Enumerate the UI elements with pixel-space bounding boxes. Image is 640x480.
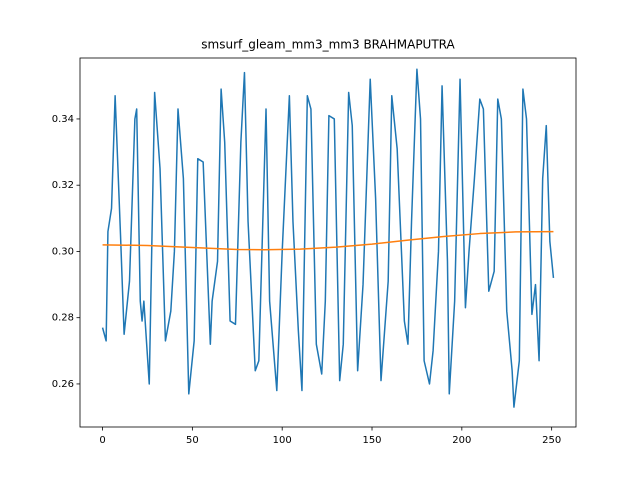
- x-tick-label: 100: [273, 435, 292, 446]
- y-tick-label: 0.34: [52, 114, 74, 125]
- x-tick-label: 0: [99, 435, 105, 446]
- y-tick-label: 0.26: [52, 379, 74, 390]
- chart-title: smsurf_gleam_mm3_mm3 BRAHMAPUTRA: [201, 38, 455, 52]
- plot-frame: [79, 57, 577, 428]
- y-tick-label: 0.30: [52, 246, 74, 257]
- x-tick-label: 50: [186, 435, 199, 446]
- y-tick-label: 0.32: [52, 180, 74, 191]
- data-line: [101, 68, 555, 408]
- x-tick-label: 150: [362, 435, 381, 446]
- x-tick-label: 200: [452, 435, 471, 446]
- y-tick-label: 0.28: [52, 313, 74, 324]
- data-line: [102, 230, 554, 251]
- x-tick-label: 250: [542, 435, 561, 446]
